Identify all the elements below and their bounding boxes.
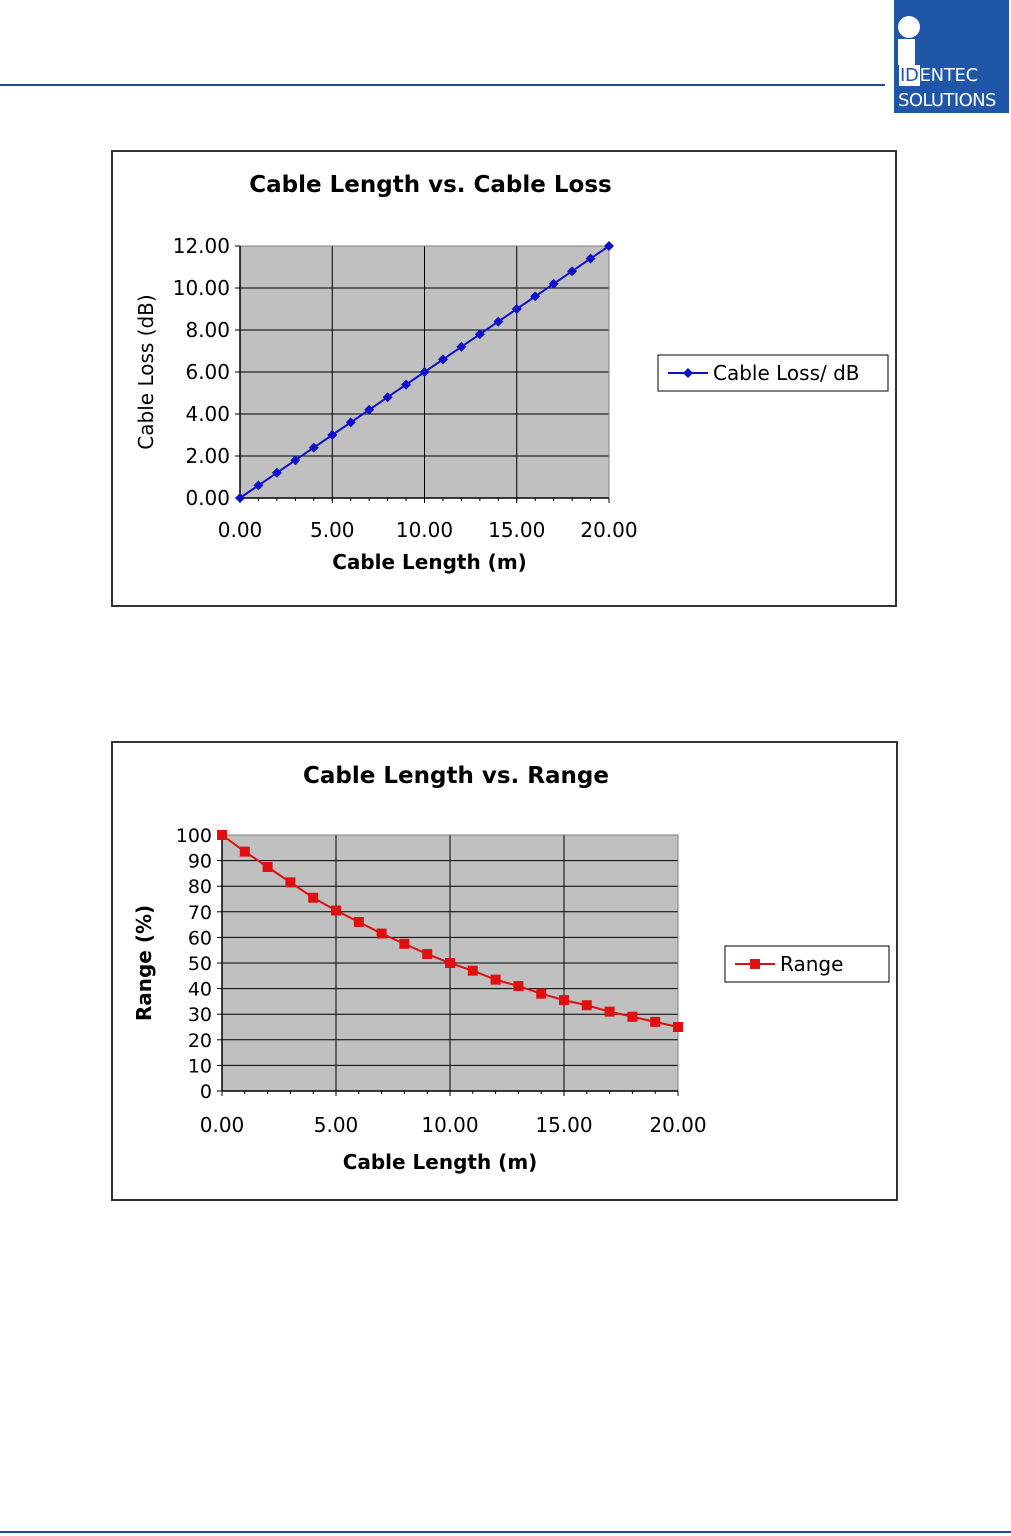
legend-label: Range	[780, 952, 843, 976]
chart-title: Cable Length vs. Range	[303, 763, 609, 789]
header-rule	[0, 84, 885, 86]
y-tick-label: 0	[200, 1081, 212, 1103]
logo-text-highlight: ID	[899, 65, 920, 86]
data-point	[511, 304, 522, 314]
data-point	[445, 958, 455, 968]
logo-text-line2: SOLUTIONS	[898, 90, 996, 111]
data-point	[548, 278, 559, 289]
data-point	[585, 253, 596, 264]
x-tick-label: 5.00	[314, 1113, 359, 1137]
identec-logo: IDENTEC SOLUTIONS	[894, 0, 1009, 113]
y-tick-label: 20	[188, 1030, 212, 1052]
y-tick-label: 40	[188, 979, 212, 1001]
y-axis-label: Range (%)	[132, 905, 156, 1021]
y-tick-label: 4.00	[185, 402, 230, 426]
x-tick-label: 20.00	[649, 1113, 706, 1137]
data-point	[271, 467, 282, 478]
data-point	[401, 379, 412, 390]
data-point	[567, 266, 578, 277]
data-point	[217, 830, 227, 840]
logo-dot-icon	[898, 16, 920, 38]
data-point	[422, 949, 433, 960]
y-tick-label: 100	[176, 825, 212, 847]
data-point	[530, 291, 541, 302]
data-point	[604, 1006, 615, 1017]
chart-title: Cable Length vs. Cable Loss	[249, 172, 611, 198]
y-axis-label: Cable Loss (dB)	[134, 294, 158, 449]
data-point	[513, 981, 524, 992]
data-point	[604, 241, 614, 251]
y-tick-label: 90	[188, 851, 212, 873]
data-point	[382, 392, 393, 403]
data-point	[308, 442, 319, 453]
chart-cable-loss: Cable Length vs. Cable Loss 0.00 2.00 4.00 6…	[134, 172, 889, 574]
logo-bar-icon	[898, 39, 915, 65]
y-tick-label: 8.00	[185, 318, 230, 342]
data-point	[290, 455, 301, 466]
chart-cable-loss-frame: Cable Length vs. Cable Loss 0.00 2.00 4.00 6…	[111, 150, 897, 607]
x-axis-label: Cable Length (m)	[332, 550, 527, 574]
y-tick-label: 30	[188, 1004, 212, 1026]
data-point	[467, 965, 478, 976]
data-point	[253, 480, 264, 491]
y-tick-label: 2.00	[185, 444, 230, 468]
data-point	[285, 877, 296, 888]
logo-text-line1: IDENTEC	[899, 65, 978, 87]
data-point	[262, 862, 273, 872]
data-point	[474, 329, 485, 340]
data-point	[235, 493, 245, 503]
data-point	[345, 417, 356, 428]
y-tick-label: 10	[188, 1055, 212, 1077]
x-tick-label: 20.00	[580, 518, 637, 542]
data-point	[327, 430, 338, 440]
data-point	[493, 316, 504, 327]
x-tick-label: 5.00	[310, 518, 355, 542]
data-point	[419, 367, 430, 377]
data-point	[559, 995, 569, 1006]
y-tick-label: 6.00	[185, 360, 230, 384]
y-tick-label: 12.00	[173, 234, 230, 258]
legend-marker	[683, 368, 693, 378]
y-tick-label: 70	[188, 902, 212, 924]
data-point	[399, 938, 410, 949]
data-point	[650, 1016, 661, 1027]
data-point	[308, 892, 319, 903]
chart-range-frame: Cable Length vs. Range 0 10 20 30 40 50 60 70 80 9…	[111, 741, 898, 1201]
x-axis-label: Cable Length (m)	[343, 1150, 538, 1174]
data-point	[581, 1000, 592, 1011]
data-point	[239, 846, 250, 857]
data-point	[353, 917, 364, 928]
data-point	[627, 1011, 638, 1022]
logo-text-rest: ENTEC	[919, 65, 979, 86]
data-point	[376, 928, 387, 939]
data-point	[364, 404, 375, 415]
data-point	[673, 1022, 683, 1032]
x-tick-label: 15.00	[488, 518, 545, 542]
legend-label: Cable Loss/ dB	[713, 361, 860, 385]
y-tick-label: 10.00	[173, 276, 230, 300]
x-tick-label: 0.00	[200, 1113, 245, 1137]
x-tick-label: 10.00	[421, 1113, 478, 1137]
data-point	[456, 341, 467, 352]
x-tick-label: 15.00	[535, 1113, 592, 1137]
data-point	[536, 988, 547, 999]
y-tick-label: 60	[188, 927, 212, 949]
footer-rule	[0, 1531, 1011, 1533]
legend-marker	[750, 959, 760, 969]
data-point	[331, 905, 341, 916]
chart-range: Cable Length vs. Range 0 10 20 30 40 50 60 70 80 9…	[132, 763, 890, 1174]
x-tick-label: 0.00	[218, 518, 263, 542]
y-tick-label: 0.00	[185, 486, 230, 510]
y-tick-label: 80	[188, 876, 212, 898]
data-point	[490, 974, 501, 985]
data-point	[437, 354, 448, 365]
x-tick-label: 10.00	[396, 518, 453, 542]
y-tick-label: 50	[188, 953, 212, 975]
